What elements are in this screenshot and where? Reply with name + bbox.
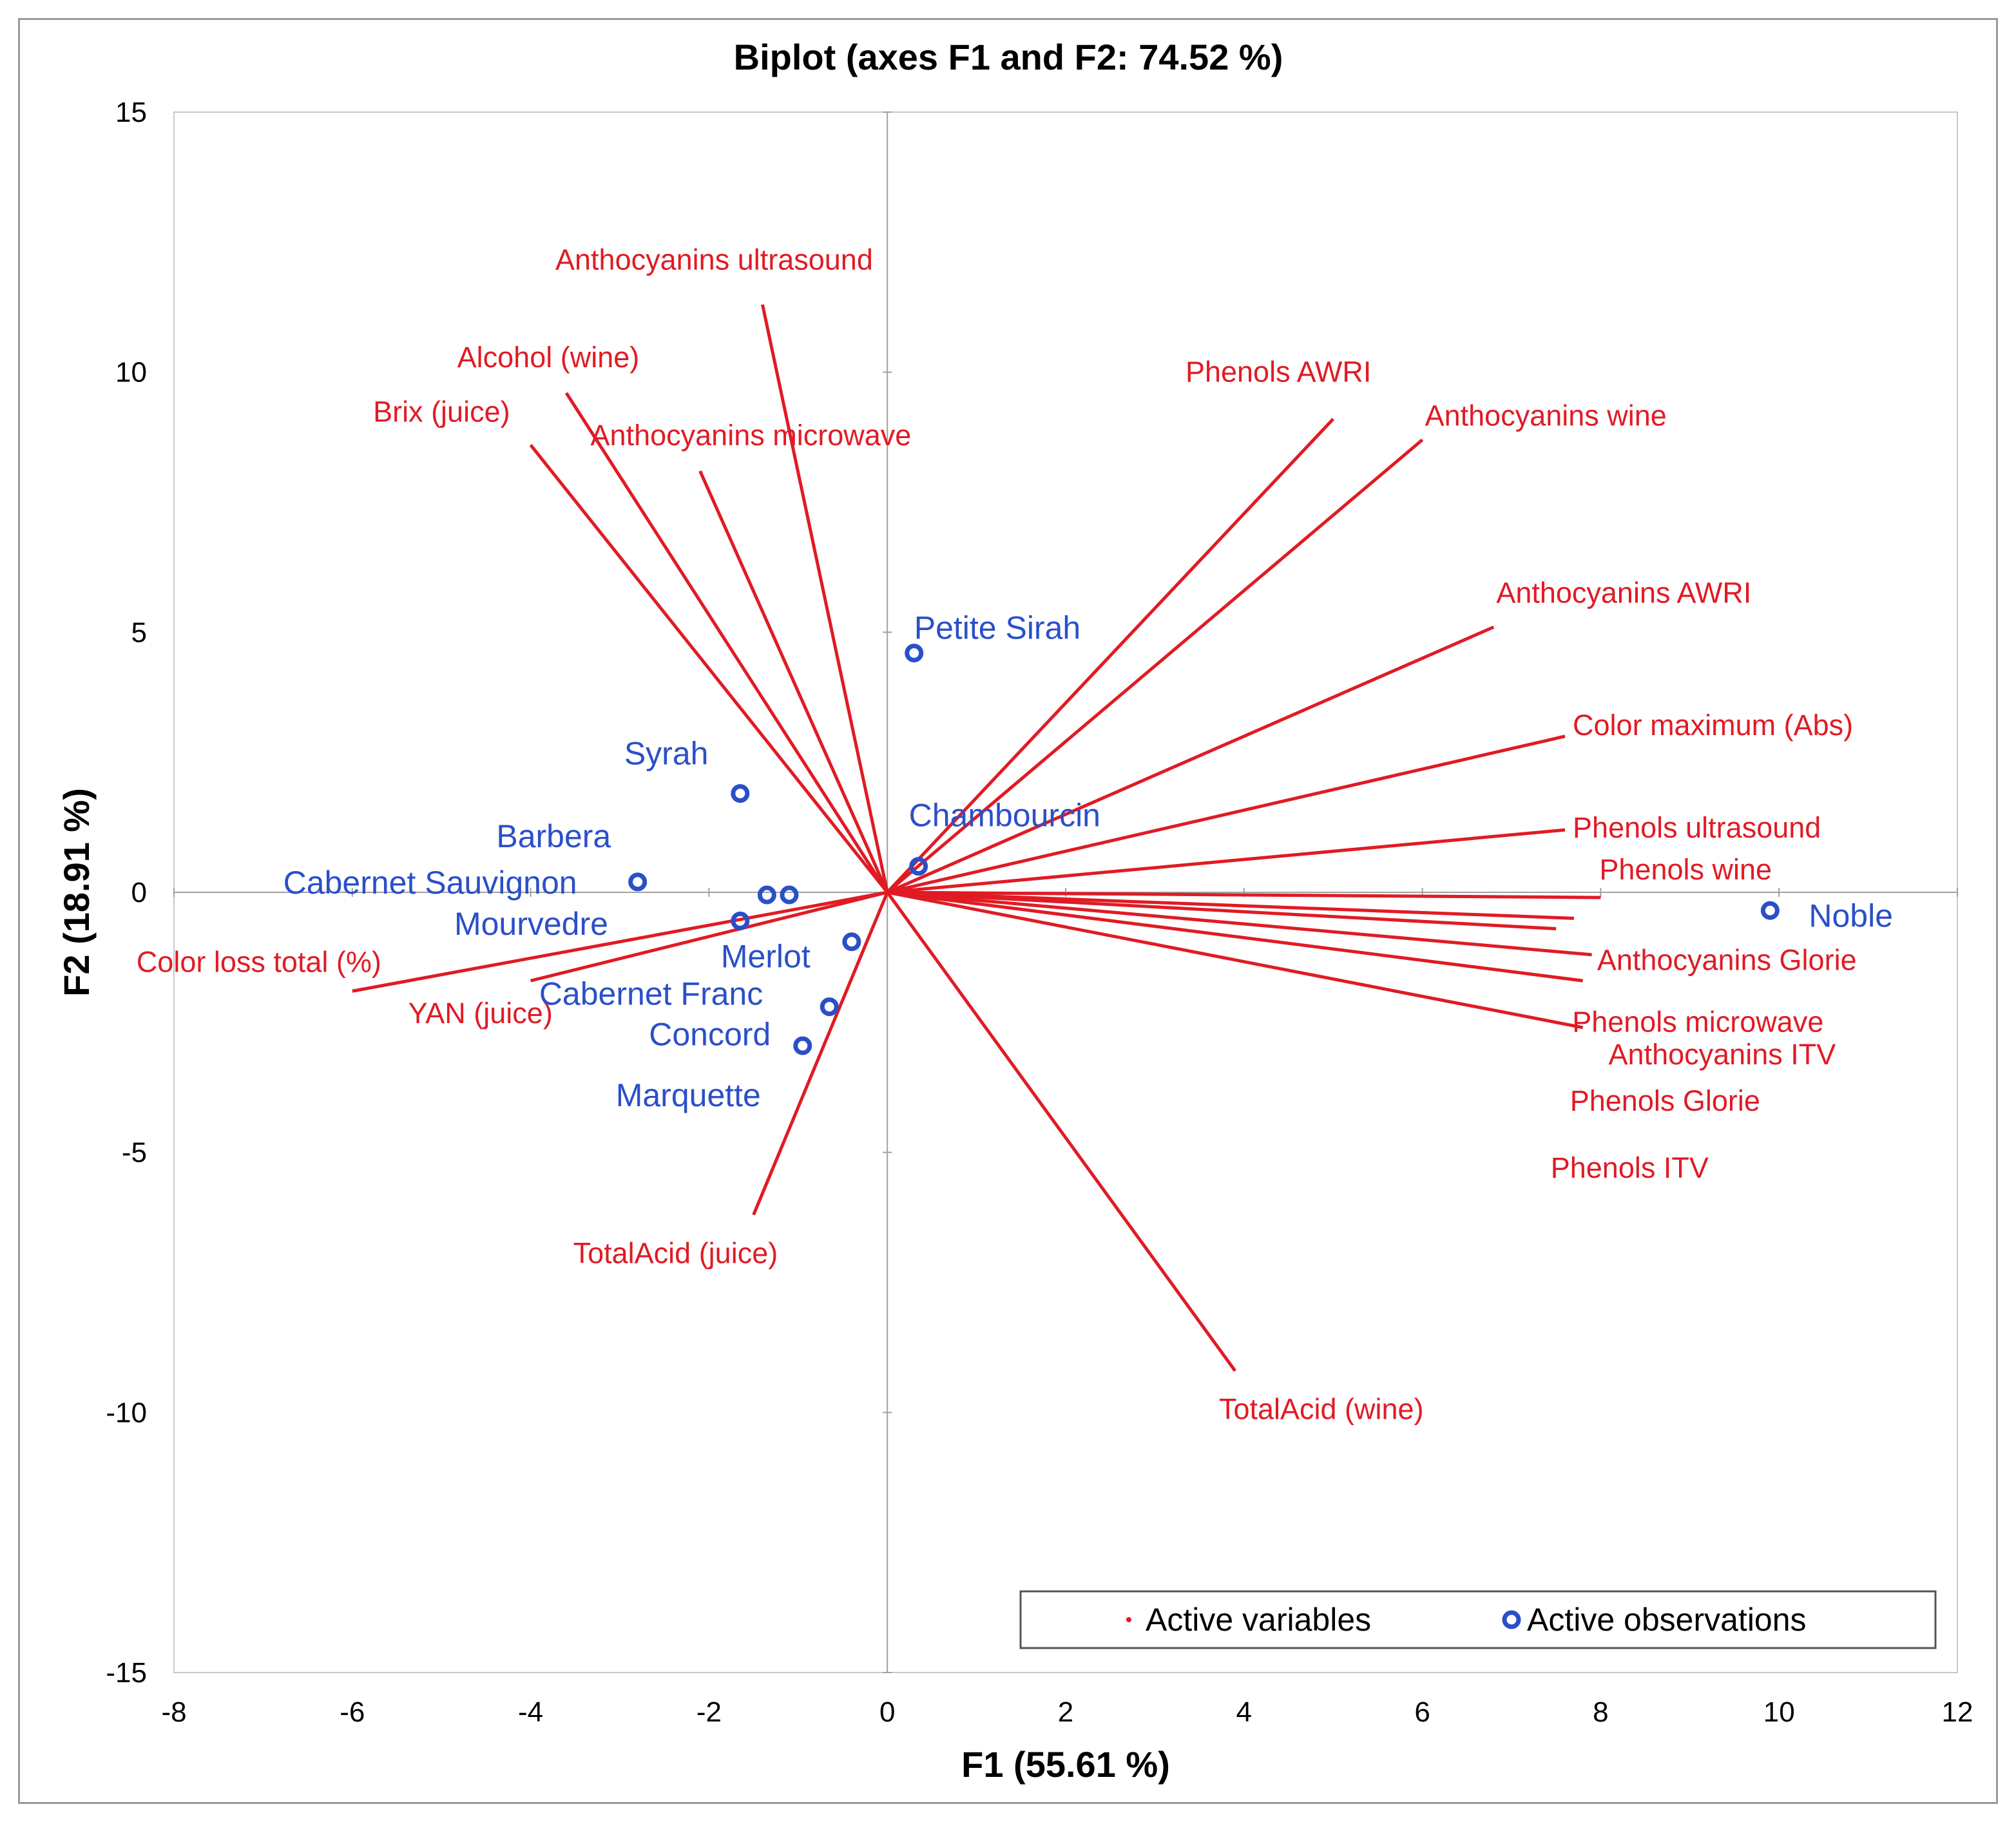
vector-yan-juice [530, 890, 888, 983]
x-tick-label: 6 [1414, 1696, 1430, 1728]
vector-phenols-wine [887, 890, 1601, 899]
x-tick-label: 8 [1593, 1696, 1608, 1728]
x-axis-title: F1 (55.61 %) [961, 1744, 1170, 1785]
x-tick-label: 2 [1058, 1696, 1073, 1728]
variable-label-phenols-itv: Phenols ITV [1551, 1151, 1709, 1184]
point-noble [1760, 901, 1780, 920]
x-tick-label: -6 [340, 1696, 365, 1728]
observation-label-noble: Noble [1809, 897, 1893, 934]
legend-marker-variables [1126, 1617, 1131, 1622]
x-tick-label: 0 [879, 1696, 895, 1728]
y-axis-title: F2 (18.91 %) [56, 788, 97, 997]
chart-frame [18, 18, 1998, 1804]
x-tick-label: -2 [696, 1696, 722, 1728]
vector-phenols-ultrasound [887, 828, 1566, 894]
variable-label-phenols-glorie: Phenols Glorie [1570, 1084, 1760, 1117]
point-barbera [757, 885, 776, 905]
observation-points [628, 644, 1780, 1055]
vector-anthocyanins-itv [887, 890, 1592, 957]
observation-label-cabernet-sauvignon: Cabernet Sauvignon [283, 865, 577, 901]
variable-label-phenols-wine: Phenols wine [1599, 853, 1772, 886]
variable-label-anthocyanins-ultrasound: Anthocyanins ultrasound [555, 244, 873, 276]
variable-label-totalacid-wine: TotalAcid (wine) [1219, 1393, 1424, 1426]
variable-label-yan-juice: YAN (juice) [408, 997, 553, 1030]
observation-label-cabernet-franc: Cabernet Franc [539, 976, 763, 1012]
y-tick-label: 5 [131, 617, 147, 648]
vector-anthocyanins-wine [886, 438, 1424, 894]
legend: Active variables Active observations [1019, 1590, 1937, 1649]
x-tick-label: 4 [1236, 1696, 1252, 1728]
vector-color-loss-total [352, 890, 888, 993]
x-tick-label: -4 [518, 1696, 543, 1728]
y-tick-label: 15 [115, 97, 147, 128]
point-cabernet-sauvignon [628, 872, 648, 892]
legend-label-variables: Active variables [1146, 1602, 1371, 1638]
variable-label-anthocyanins-glorie: Anthocyanins Glorie [1597, 943, 1857, 976]
variable-label-brix-juice: Brix (juice) [373, 396, 510, 428]
observation-label-petite-sirah: Petite Sirah [914, 610, 1080, 646]
vector-anthocyanins-ultrasound [760, 304, 889, 893]
variable-label-anthocyanins-wine: Anthocyanins wine [1425, 399, 1667, 432]
point-petite-sirah [905, 644, 924, 663]
vector-phenols-glorie [887, 890, 1584, 983]
variable-label-totalacid-juice: TotalAcid (juice) [573, 1237, 778, 1270]
y-tick-label: 10 [115, 357, 147, 388]
x-tick-label: -8 [161, 1696, 186, 1728]
variable-label-anthocyanins-microwave: Anthocyanins microwave [591, 419, 912, 452]
observation-label-marquette: Marquette [616, 1077, 761, 1113]
vector-brix-juice [529, 444, 889, 894]
variable-label-phenols-microwave: Phenols microwave [1572, 1006, 1823, 1039]
point-marquette [793, 1036, 812, 1055]
point-syrah [731, 784, 750, 803]
y-tick-label: -15 [106, 1657, 147, 1689]
point-merlot [731, 911, 750, 930]
vector-anthocyanins-microwave [698, 470, 889, 894]
point-cabernet-franc [842, 932, 861, 952]
legend-marker-observations [1502, 1610, 1521, 1629]
observation-label-syrah: Syrah [624, 736, 709, 772]
observation-label-barbera: Barbera [496, 818, 611, 854]
x-tick-label: 12 [1942, 1696, 1973, 1728]
vector-phenols-itv [887, 890, 1584, 1030]
vector-phenols-microwave [887, 890, 1557, 931]
y-tick-label: -10 [106, 1397, 147, 1428]
observation-label-concord: Concord [649, 1017, 771, 1053]
observation-label-merlot: Merlot [721, 938, 811, 974]
point-chambourcin [909, 857, 928, 876]
point-mourvedre [780, 885, 799, 905]
tick-labels: -8 -6 -4 -2 0 2 4 6 8 10 12 -15 -10 -5 0 5 10 15 [106, 97, 1973, 1728]
legend-label-observations: Active observations [1527, 1602, 1807, 1638]
variable-label-alcohol-wine: Alcohol (wine) [457, 341, 640, 374]
point-concord [820, 997, 839, 1017]
data-labels: Anthocyanins ultrasound Alcohol (wine) Bri… [137, 244, 1893, 1426]
vector-color-maximum-abs [887, 734, 1566, 894]
variable-label-anthocyanins-awri: Anthocyanins AWRI [1496, 576, 1751, 609]
vector-anthocyanins-awri [887, 625, 1495, 894]
chart-title: Biplot (axes F1 and F2: 74.52 %) [734, 37, 1283, 77]
variable-vectors [352, 304, 1601, 1372]
vector-totalacid-juice [752, 892, 889, 1216]
vector-phenols-awri [886, 417, 1335, 894]
y-tick-label: 0 [131, 877, 147, 908]
observation-label-mourvedre: Mourvedre [454, 906, 608, 942]
variable-label-phenols-ultrasound: Phenols ultrasound [1573, 811, 1821, 844]
legend-box [1019, 1590, 1937, 1649]
variable-label-anthocyanins-itv: Anthocyanins ITV [1609, 1038, 1836, 1071]
x-tick-label: 10 [1763, 1696, 1795, 1728]
variable-label-phenols-awri: Phenols AWRI [1186, 355, 1371, 388]
vector-alcohol-wine [564, 392, 889, 894]
variable-label-color-maximum-abs: Color maximum (Abs) [1573, 709, 1853, 742]
vector-anthocyanins-glorie [887, 890, 1574, 920]
variable-label-color-loss-total: Color loss total (%) [137, 945, 381, 978]
vector-totalacid-wine [886, 891, 1236, 1372]
observation-label-chambourcin: Chambourcin [909, 798, 1100, 834]
y-tick-label: -5 [122, 1137, 147, 1169]
